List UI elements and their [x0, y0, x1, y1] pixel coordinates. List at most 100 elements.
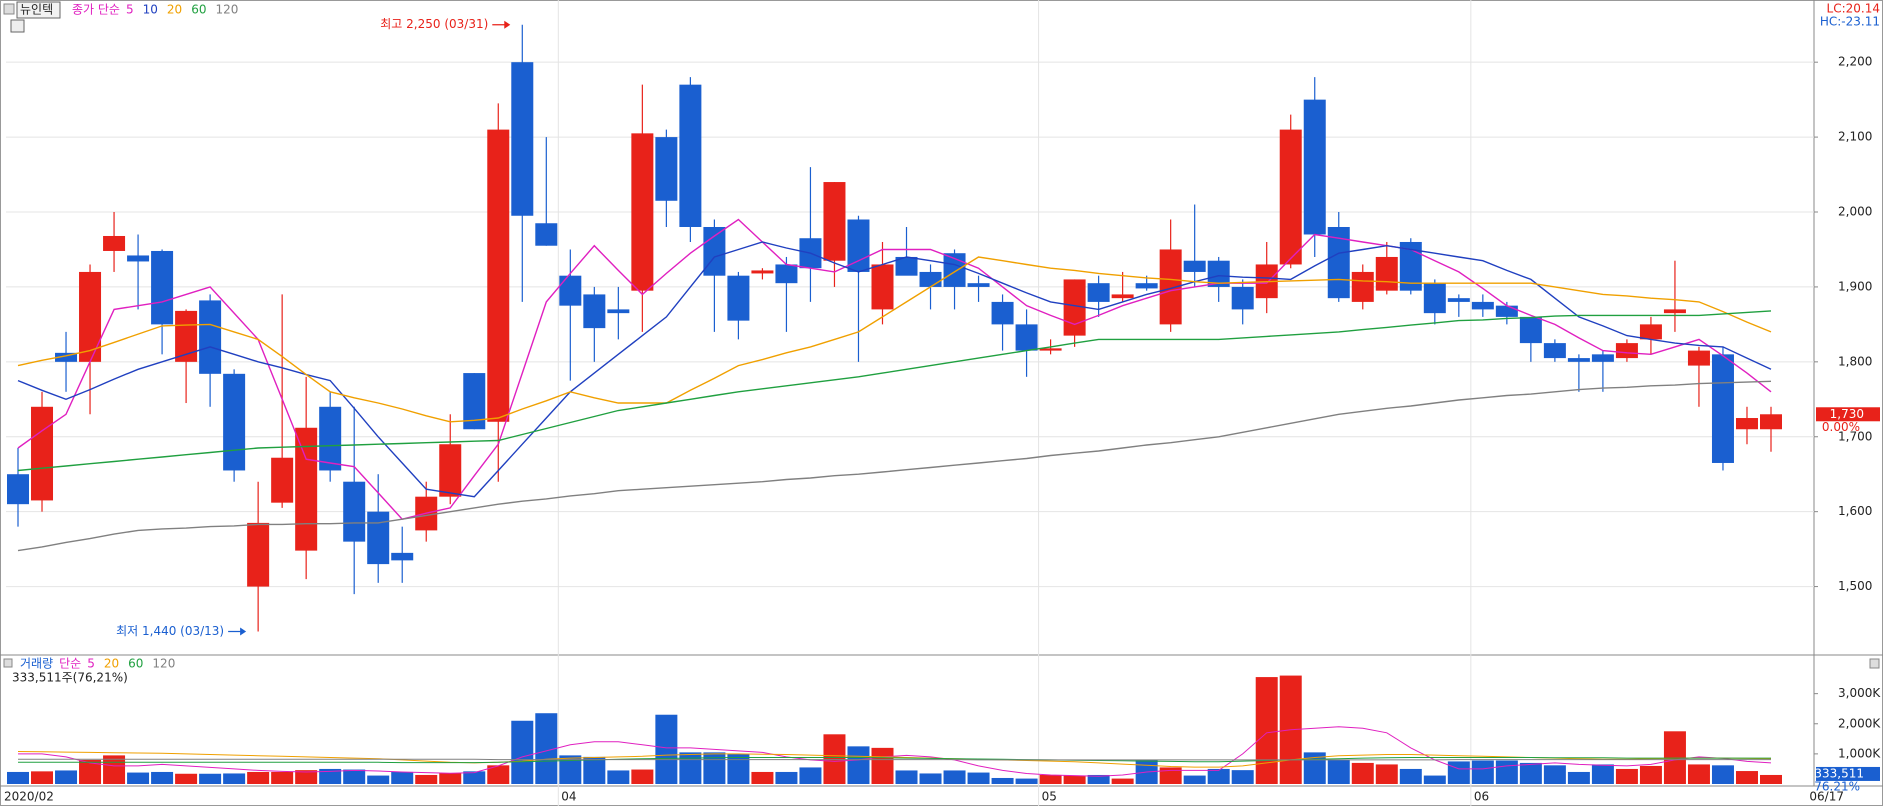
x-tick-label: 2020/02 [4, 790, 54, 804]
volume-bar [1423, 775, 1446, 784]
panel-button[interactable] [3, 3, 15, 15]
volume-bar [799, 767, 822, 784]
candle-body [583, 294, 606, 329]
volume-bar [1735, 771, 1758, 784]
volume-bar [1687, 764, 1710, 784]
candle-body [511, 62, 534, 216]
grid-button[interactable] [10, 19, 25, 33]
volume-bar [991, 777, 1014, 784]
candle-body [367, 511, 390, 565]
current-value-label: 1,730 [1830, 407, 1864, 421]
candle-body [1063, 279, 1086, 336]
volume-bar [247, 771, 270, 784]
candle-body [871, 264, 894, 310]
volume-bar [1159, 767, 1182, 784]
candle-body [1639, 324, 1662, 340]
volume-bar [55, 770, 78, 784]
legend-entry: 20 [167, 3, 182, 17]
change-label: 76.21% [1814, 779, 1860, 793]
candle-body [1735, 418, 1758, 430]
volume-bar [1039, 774, 1062, 784]
x-tick-label: 06 [1474, 790, 1489, 804]
candle-body [79, 271, 102, 362]
volume-bar [1231, 770, 1254, 784]
volume-bar [559, 755, 582, 784]
volume-bar [319, 768, 342, 784]
panel-button[interactable] [3, 658, 13, 668]
volume-bar [415, 774, 438, 784]
candle-body [1423, 283, 1446, 314]
volume-bar [943, 770, 966, 784]
volume-bar [1255, 677, 1278, 784]
volume-bar [775, 771, 798, 784]
legend-entry: 5 [126, 3, 134, 17]
candle-body [151, 250, 174, 325]
volume-bar [463, 771, 486, 784]
annotation: 최고 2,250 (03/31) [380, 17, 488, 31]
candle-body [271, 457, 294, 503]
legend-entry: 10 [143, 3, 158, 17]
current-value-tag [1816, 766, 1880, 781]
candle-body [247, 522, 270, 587]
candle-body [295, 427, 318, 551]
panel-button[interactable] [1869, 658, 1880, 669]
candle-body [223, 373, 246, 471]
legend-entry: 120 [215, 3, 238, 17]
volume-bar [1543, 765, 1566, 784]
candle-body [1279, 129, 1302, 265]
candle-body [967, 283, 990, 287]
legend-title: 단순 [59, 657, 81, 671]
legend-entry: 20 [104, 657, 119, 671]
volume-bar [295, 770, 318, 784]
candle-body [1375, 256, 1398, 291]
candle-body [1015, 324, 1038, 351]
candle-body [1303, 99, 1326, 235]
volume-bar [1399, 768, 1422, 784]
candle-body [1351, 271, 1374, 302]
candle-body [1495, 305, 1518, 317]
volume-bar [1639, 765, 1662, 784]
current-value-tag [1816, 407, 1880, 422]
legend-title: 종가 단순 [72, 3, 120, 17]
volume-bar [655, 714, 678, 784]
candle-body [439, 444, 462, 497]
candle-body [1159, 249, 1182, 325]
volume-bar [1615, 768, 1638, 784]
volume-bar [1111, 778, 1134, 784]
volume-bar [271, 771, 294, 784]
y-tick-label: 1,500 [1838, 579, 1872, 593]
candle-body [463, 373, 486, 430]
candle-body [1663, 309, 1686, 314]
volume-bar [223, 773, 246, 784]
moving-average-line [17, 751, 1772, 768]
candle-body [31, 406, 54, 501]
volume-bar [751, 771, 774, 784]
y-tick-label: 3,000K [1838, 686, 1881, 700]
volume-bar [1519, 762, 1542, 784]
candle-body [343, 481, 366, 542]
volume-bar [1711, 765, 1734, 784]
y-tick-label: 1,000K [1838, 746, 1881, 760]
moving-average-line [17, 380, 1772, 552]
candle-body [1231, 286, 1254, 310]
volume-bar [439, 773, 462, 784]
candle-body [1615, 343, 1638, 359]
y-tick-label: 2,200 [1838, 55, 1872, 69]
volume-bar [1207, 768, 1230, 784]
volume-bar [1015, 778, 1038, 784]
volume-bar [535, 713, 558, 784]
candle-body [1111, 294, 1134, 299]
candle-body [1039, 348, 1062, 351]
candle-body [127, 255, 150, 262]
moving-average-line [17, 256, 1772, 423]
x-tick-label: 06/17 [1809, 790, 1844, 804]
candle-body [1519, 316, 1542, 344]
volume-bar [871, 747, 894, 784]
volume-bar [1183, 775, 1206, 784]
candle-body [1591, 354, 1614, 362]
candle-body [55, 352, 78, 362]
candle-body [1567, 358, 1590, 362]
volume-bar [79, 759, 102, 784]
candle-body [823, 182, 846, 261]
